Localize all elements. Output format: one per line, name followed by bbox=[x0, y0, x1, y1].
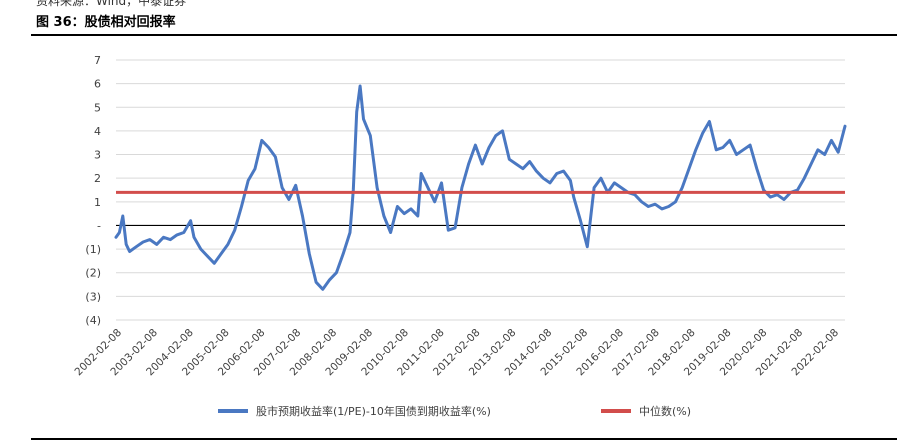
top-rule bbox=[31, 34, 897, 36]
series-layer bbox=[114, 84, 847, 291]
source-note: 资料来源：Wind，中泰证券 bbox=[36, 0, 187, 8]
figure-title: 图 36：股债相对回报率 bbox=[36, 15, 176, 30]
legend: 股市预期收益率(1/PE)-10年国债到期收益率(%) 中位数(%) bbox=[218, 404, 691, 418]
legend-label-relative-return: 股市预期收益率(1/PE)-10年国债到期收益率(%) bbox=[256, 404, 491, 418]
y-tick-label: 2 bbox=[94, 172, 101, 185]
y-tick-label: (1) bbox=[85, 243, 101, 256]
y-tick-label: (2) bbox=[85, 267, 101, 280]
series-line-relative-return bbox=[114, 84, 847, 291]
y-tick-label: 7 bbox=[94, 54, 101, 67]
y-axis-ticks: (4) (3) (2) (1) - 1 2 3 4 5 6 7 bbox=[85, 54, 101, 327]
gridlines bbox=[116, 59, 845, 321]
x-axis-ticks: 2002-02-082003-02-082004-02-082005-02-08… bbox=[72, 327, 841, 379]
legend-label-median: 中位数(%) bbox=[639, 404, 691, 418]
y-tick-label: (4) bbox=[85, 314, 101, 327]
y-tick-label: - bbox=[97, 219, 101, 232]
y-tick-label: 1 bbox=[94, 196, 101, 209]
y-tick-label: (3) bbox=[85, 290, 101, 303]
y-tick-label: 3 bbox=[94, 149, 101, 162]
y-tick-label: 6 bbox=[94, 78, 101, 91]
bottom-rule bbox=[31, 438, 897, 440]
y-tick-label: 4 bbox=[94, 125, 101, 138]
y-tick-label: 5 bbox=[94, 101, 101, 114]
